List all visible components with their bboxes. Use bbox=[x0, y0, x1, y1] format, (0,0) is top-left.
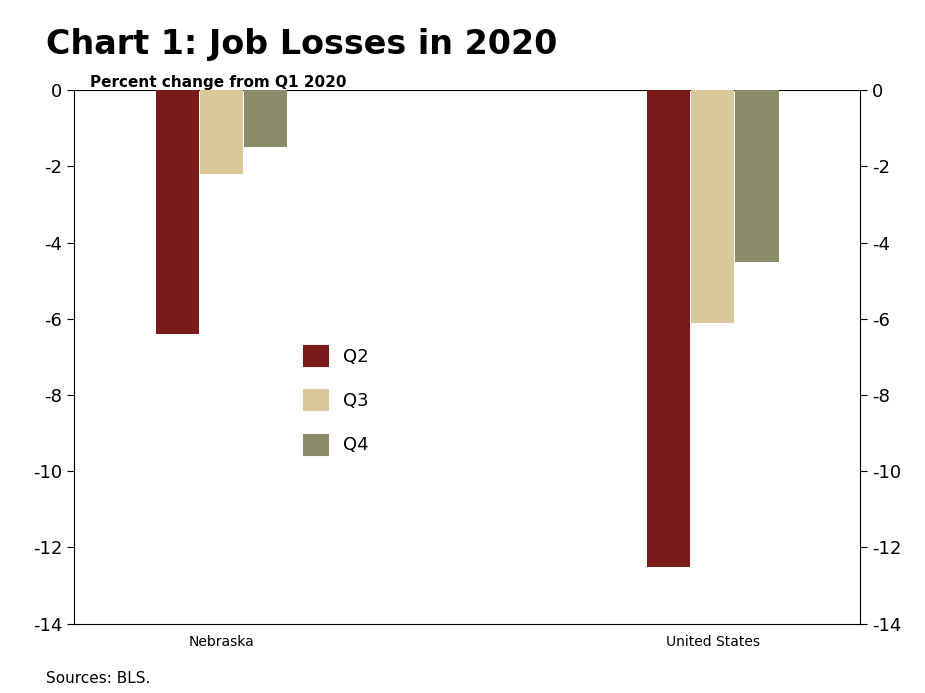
Bar bbox=[647, 90, 690, 567]
Text: Percent change from Q1 2020: Percent change from Q1 2020 bbox=[90, 75, 346, 90]
Bar bbox=[735, 90, 779, 262]
Bar bbox=[244, 90, 288, 148]
Bar bbox=[155, 90, 199, 334]
Bar bbox=[200, 90, 243, 174]
Bar bbox=[691, 90, 734, 323]
Text: Sources: BLS.: Sources: BLS. bbox=[46, 671, 151, 686]
Legend: Q2, Q3, Q4: Q2, Q3, Q4 bbox=[303, 345, 368, 455]
Text: Chart 1: Job Losses in 2020: Chart 1: Job Losses in 2020 bbox=[46, 28, 558, 61]
